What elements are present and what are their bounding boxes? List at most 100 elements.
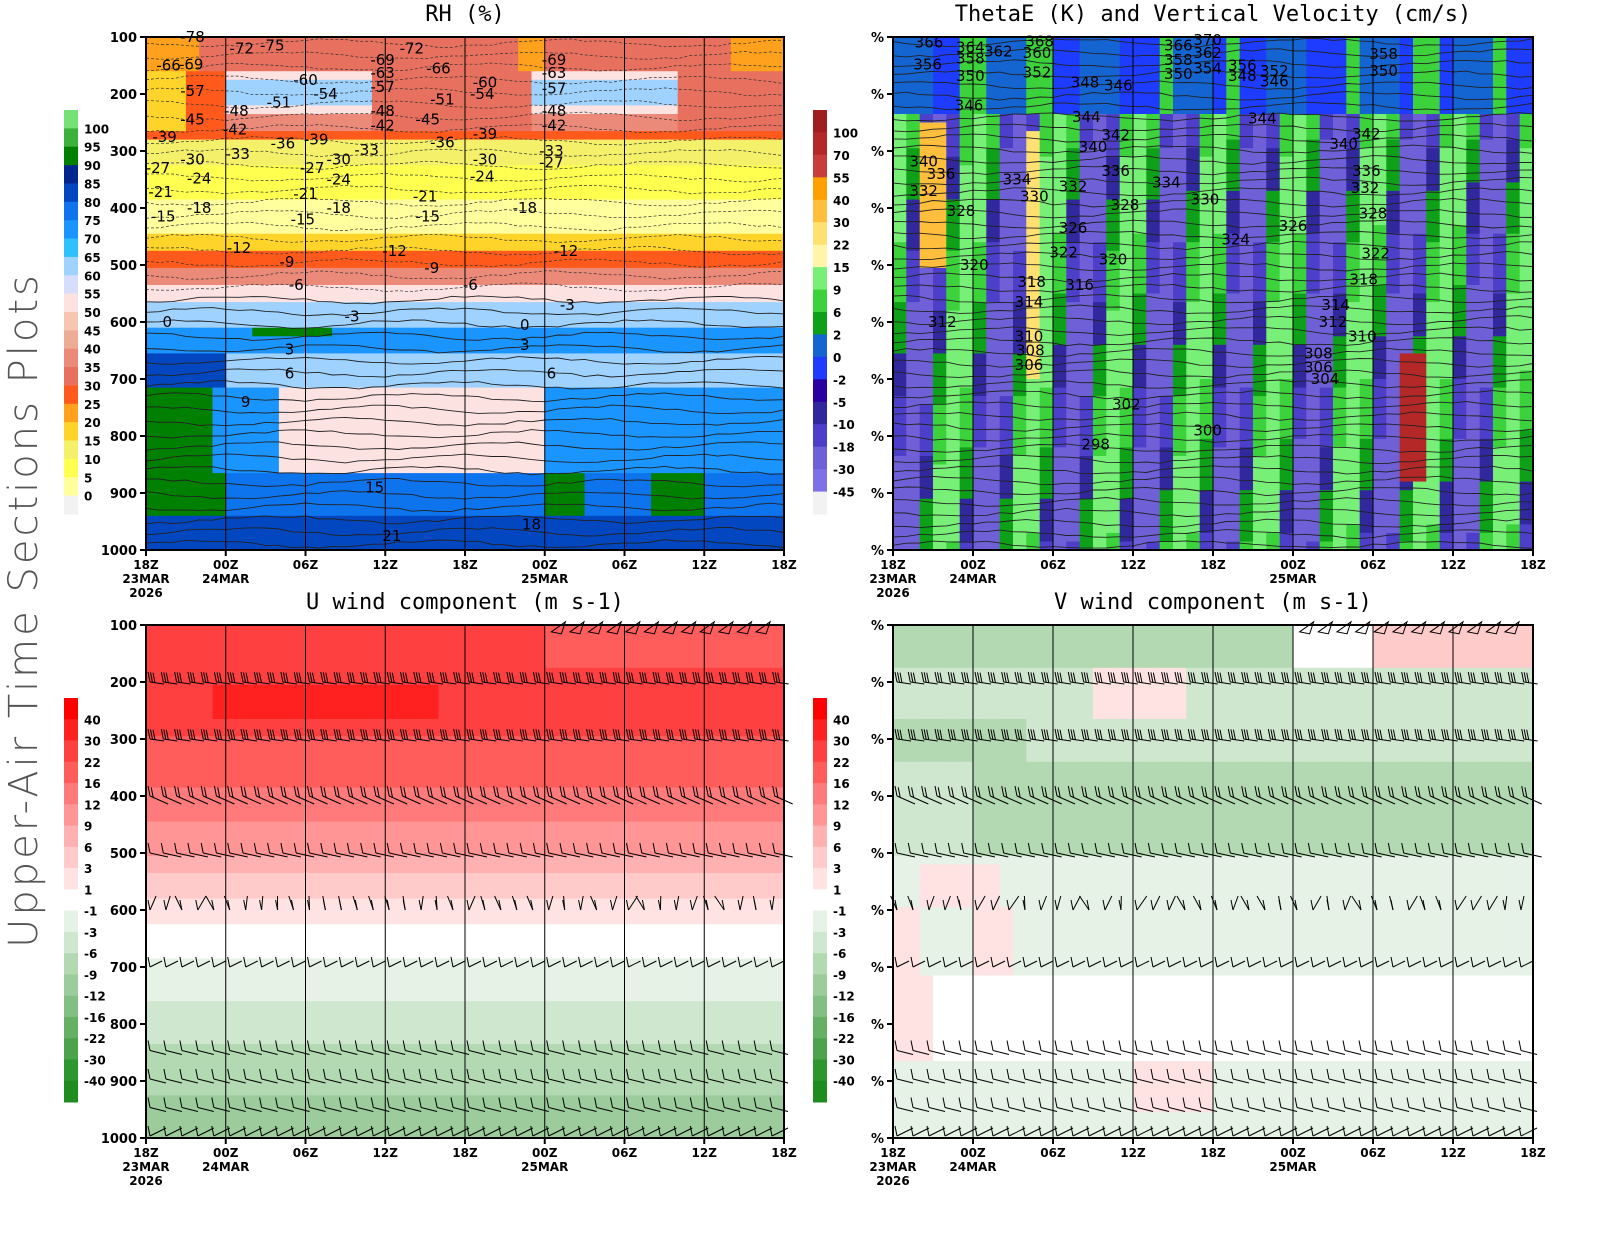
thetae-field-cell: [1239, 216, 1254, 226]
rh-field-cell: [544, 71, 559, 81]
rh-field-cell: [146, 225, 160, 235]
rh-field-cell: [465, 490, 479, 500]
thetae-field-cell: [1159, 498, 1174, 508]
rh-field-cell: [212, 310, 227, 320]
rh-field-cell: [385, 532, 400, 543]
rh-field-cell: [372, 302, 386, 312]
thetae-field-cell: [1079, 293, 1094, 303]
rh-field-cell: [611, 438, 626, 449]
rh-field-cell: [504, 96, 519, 107]
rh-field-cell: [691, 139, 705, 149]
rh-field-cell: [438, 396, 453, 406]
rh-field-cell: [159, 267, 174, 278]
rh-field-cell: [438, 148, 453, 158]
rh-field-cell: [239, 293, 253, 303]
rh-field-cell: [677, 447, 692, 457]
thetae-field-cell: [1039, 507, 1054, 517]
rh-field-cell: [465, 250, 479, 260]
rh-field-cell: [770, 250, 785, 260]
rh-field-cell: [744, 37, 758, 47]
rh-field-cell: [239, 396, 253, 406]
thetae-field-cell: [1013, 490, 1027, 500]
rh-field-cell: [146, 353, 160, 363]
rh-field-cell: [172, 225, 187, 235]
rh-field-cell: [372, 319, 386, 329]
rh-field-cell: [518, 421, 533, 431]
thetae-field-cell: [1239, 96, 1254, 107]
thetae-field-cell: [1053, 541, 1067, 551]
rh-field-cell: [544, 114, 559, 124]
thetae-field-cell: [919, 361, 934, 372]
rh-field-cell: [624, 250, 639, 260]
thetae-field-cell: [1013, 344, 1027, 354]
thetae-field-cell: [999, 208, 1014, 218]
thetae-field-cell: [1079, 79, 1094, 89]
thetae-field-cell: [919, 216, 934, 226]
rh-field-cell: [425, 438, 439, 449]
rh-field-cell: [664, 62, 679, 72]
thetae-field-cell: [1253, 379, 1267, 389]
rh-field-cell: [252, 524, 267, 534]
thetae-field-cell: [1226, 507, 1241, 517]
thetae-field-cell: [1213, 524, 1227, 534]
thetae-field-cell: [1079, 267, 1094, 278]
thetae-field-cell: [1079, 370, 1094, 380]
thetae-field-cell: [893, 233, 907, 243]
rh-x-tick-label: 00Z: [532, 558, 558, 572]
rh-field-cell: [651, 507, 665, 517]
rh-field-cell: [504, 396, 519, 406]
rh-field-cell: [146, 413, 160, 423]
rh-field-cell: [571, 182, 586, 192]
rh-field-cell: [664, 336, 679, 346]
rh-field-cell: [597, 225, 612, 235]
rh-field-cell: [332, 62, 346, 72]
thetae-field-cell: [1239, 524, 1254, 534]
rh-field-cell: [265, 190, 280, 201]
rh-field-cell: [212, 481, 227, 491]
rh-x-tick-label: 18Z: [452, 558, 478, 572]
rh-field-cell: [398, 387, 413, 397]
rh-field-cell: [491, 71, 506, 81]
rh-field-cell: [265, 105, 280, 115]
thetae-field-cell: [1079, 361, 1094, 372]
rh-field-cell: [544, 404, 559, 414]
rh-field-cell: [637, 473, 652, 483]
rh-field-cell: [172, 327, 187, 337]
rh-field-cell: [677, 242, 692, 252]
rh-field-cell: [372, 370, 386, 380]
rh-field-cell: [504, 344, 519, 354]
rh-field-cell: [491, 190, 506, 201]
rh-field-cell: [558, 541, 572, 551]
rh-field-cell: [717, 498, 732, 508]
rh-field-cell: [345, 310, 360, 320]
rh-field-cell: [691, 413, 705, 423]
rh-field-cell: [425, 233, 439, 243]
thetae-field-cell: [946, 379, 961, 389]
thetae-field-cell: [1199, 88, 1214, 98]
thetae-field-cell: [1053, 250, 1067, 260]
rh-field-cell: [305, 225, 320, 235]
rh-field-cell: [491, 259, 506, 269]
rh-field-cell: [239, 387, 253, 397]
rh-field-cell: [265, 37, 280, 47]
thetae-field-cell: [1253, 344, 1267, 354]
rh-field-cell: [651, 310, 665, 320]
rh-field-cell: [332, 114, 346, 124]
rh-field-cell: [770, 387, 785, 397]
rh-field-cell: [704, 199, 719, 209]
rh-field-cell: [558, 481, 572, 491]
rh-field-cell: [504, 79, 519, 89]
rh-field-cell: [199, 310, 214, 320]
rh-field-cell: [491, 310, 506, 320]
thetae-field-cell: [1093, 464, 1107, 474]
rh-field-cell: [252, 370, 267, 380]
rh-field-cell: [372, 387, 386, 397]
rh-field-cell: [465, 233, 479, 243]
rh-field-cell: [597, 96, 612, 107]
thetae-field-cell: [1266, 45, 1281, 55]
thetae-field-cell: [1293, 242, 1307, 252]
rh-field-cell: [451, 285, 466, 295]
rh-field-cell: [677, 507, 692, 517]
rh-field-cell: [664, 361, 679, 372]
thetae-field-cell: [999, 62, 1014, 72]
